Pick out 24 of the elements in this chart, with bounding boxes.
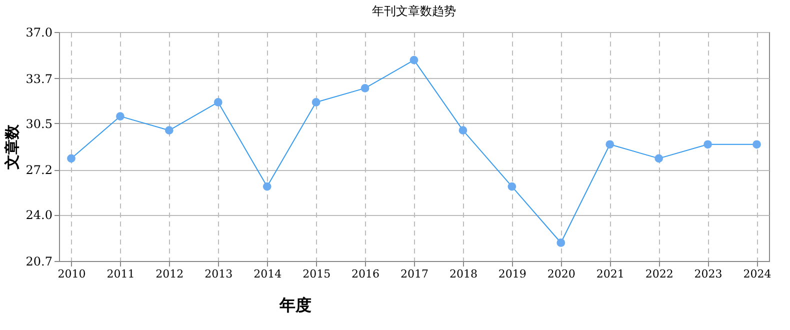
x-tick-label: 2010 bbox=[58, 268, 86, 280]
x-tick-label: 2016 bbox=[352, 268, 380, 280]
y-tick-label: 33.7 bbox=[26, 72, 52, 86]
x-tick-label: 2014 bbox=[254, 268, 282, 280]
x-tick-label: 2015 bbox=[302, 268, 331, 280]
x-tick-label: 2017 bbox=[400, 268, 428, 280]
x-tick-label: 2012 bbox=[156, 268, 184, 280]
y-tick-label: 20.7 bbox=[26, 254, 52, 268]
y-axis-title: 文章数 bbox=[2, 124, 21, 170]
x-tick-label: 2013 bbox=[204, 268, 233, 280]
x-tick-label: 2023 bbox=[694, 268, 722, 280]
x-tick-label: 2019 bbox=[498, 268, 526, 280]
x-tick-label: 2024 bbox=[743, 268, 772, 280]
y-tick-label: 37.0 bbox=[26, 26, 52, 40]
y-tick-label: 30.5 bbox=[26, 116, 52, 131]
x-tick-label: 2022 bbox=[645, 268, 674, 280]
x-tick-label: 2020 bbox=[547, 268, 576, 280]
x-tick-label: 2011 bbox=[106, 268, 135, 280]
y-tick-label: 27.2 bbox=[26, 163, 52, 178]
y-tick-label: 24.0 bbox=[26, 208, 52, 222]
chart-title: 年刊文章数趋势 bbox=[372, 4, 456, 18]
x-tick-label: 2021 bbox=[596, 268, 624, 280]
x-axis-title: 年度 bbox=[278, 296, 312, 314]
x-tick-label: 2018 bbox=[449, 268, 478, 280]
